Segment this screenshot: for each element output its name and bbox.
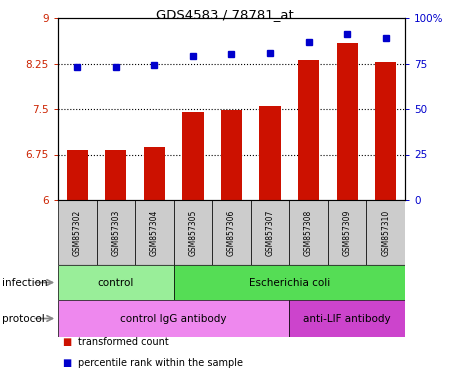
- Bar: [328, 200, 366, 265]
- Bar: [58, 265, 174, 300]
- Bar: [135, 200, 174, 265]
- Text: percentile rank within the sample: percentile rank within the sample: [78, 358, 243, 368]
- Text: protocol: protocol: [2, 313, 45, 323]
- Bar: [212, 200, 251, 265]
- Text: GSM857305: GSM857305: [189, 209, 198, 256]
- Text: GSM857304: GSM857304: [150, 209, 159, 256]
- Text: control: control: [98, 278, 134, 288]
- Bar: [174, 265, 405, 300]
- Bar: [289, 300, 405, 337]
- Bar: [251, 200, 289, 265]
- Text: GSM857307: GSM857307: [266, 209, 274, 256]
- Text: GSM857303: GSM857303: [111, 209, 120, 256]
- Bar: [67, 150, 88, 200]
- Text: ■: ■: [63, 337, 72, 347]
- Text: GSM857302: GSM857302: [73, 209, 82, 256]
- Bar: [144, 147, 165, 200]
- Bar: [289, 200, 328, 265]
- Bar: [260, 106, 281, 200]
- Bar: [298, 60, 319, 200]
- Text: transformed count: transformed count: [78, 337, 169, 347]
- Text: GSM857309: GSM857309: [342, 209, 351, 256]
- Text: anti-LIF antibody: anti-LIF antibody: [303, 313, 391, 323]
- Bar: [366, 200, 405, 265]
- Bar: [58, 300, 289, 337]
- Bar: [337, 43, 358, 200]
- Bar: [375, 62, 396, 200]
- Bar: [182, 112, 203, 200]
- Bar: [221, 110, 242, 200]
- Text: GSM857310: GSM857310: [381, 209, 390, 256]
- Bar: [97, 200, 135, 265]
- Text: Escherichia coli: Escherichia coli: [249, 278, 330, 288]
- Text: infection: infection: [2, 278, 48, 288]
- Text: GDS4583 / 78781_at: GDS4583 / 78781_at: [156, 8, 294, 21]
- Text: GSM857306: GSM857306: [227, 209, 236, 256]
- Text: control IgG antibody: control IgG antibody: [121, 313, 227, 323]
- Bar: [105, 150, 126, 200]
- Bar: [58, 200, 97, 265]
- Bar: [174, 200, 212, 265]
- Text: GSM857308: GSM857308: [304, 209, 313, 256]
- Text: ■: ■: [63, 358, 72, 368]
